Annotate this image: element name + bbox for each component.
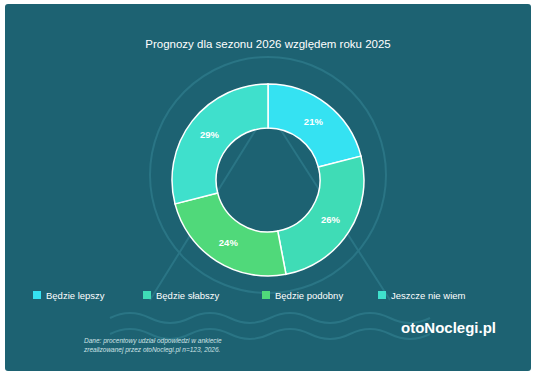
title: Prognozy dla sezonu 2026 względem roku 2… [145, 38, 391, 50]
decoration-circle [150, 57, 386, 293]
slice [172, 84, 268, 204]
logo: otoNoclegi.pl [401, 319, 496, 336]
decoration-wave [110, 313, 430, 323]
slices [172, 84, 364, 276]
legend-label: Będzie podobny [275, 290, 343, 301]
data-label: 24% [219, 237, 239, 248]
legend-label: Jeszcze nie wiem [391, 290, 466, 301]
source-note: Dane: procentowy udział odpowiedzi w ank… [84, 337, 222, 345]
chart: Prognozy dla sezonu 2026 względem roku 2… [0, 0, 536, 375]
legend-swatch [33, 291, 41, 299]
data-labels: 21% 26% 24% 29% [200, 116, 341, 248]
legend-label: Będzie słabszy [156, 290, 220, 301]
data-label: 21% [304, 116, 324, 127]
source-note: zrealizowanej przez otoNoclegi.pl n=123,… [83, 346, 221, 354]
legend-label: Będzie lepszy [46, 290, 105, 301]
legend: Będzie lepszy Będzie słabszy Będzie podobn… [33, 290, 466, 301]
legend-swatch [262, 291, 270, 299]
data-label: 26% [321, 214, 341, 225]
background [5, 4, 531, 371]
legend-swatch [378, 291, 386, 299]
data-label: 29% [200, 129, 220, 140]
decoration [110, 57, 430, 339]
slice [175, 193, 286, 276]
slice [268, 84, 361, 167]
legend-swatch [143, 291, 151, 299]
slice [278, 156, 364, 274]
